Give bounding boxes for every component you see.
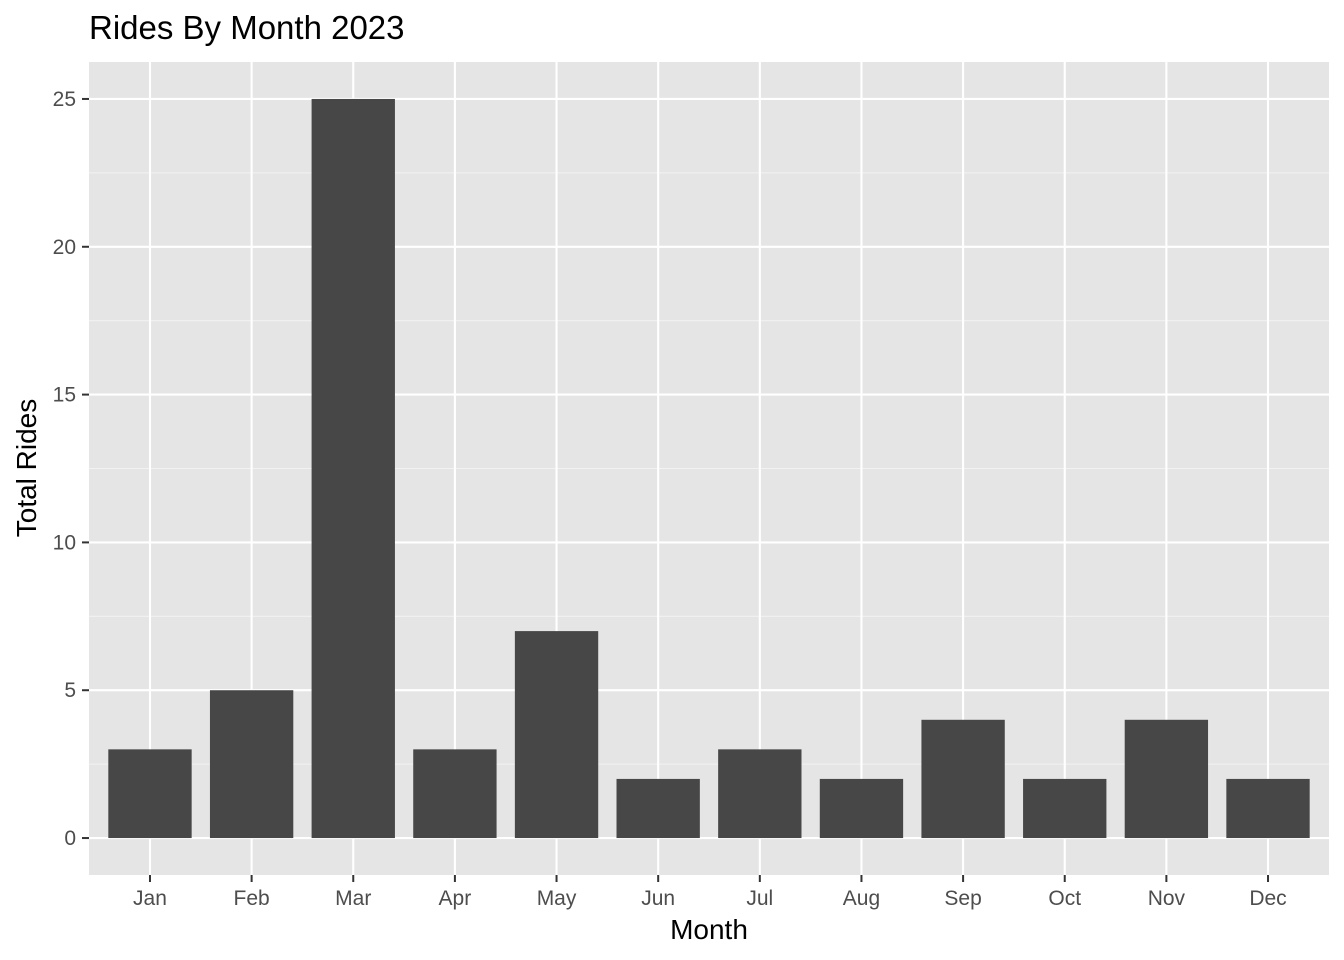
bar-may <box>514 631 599 839</box>
x-tick-label: Jan <box>133 887 167 910</box>
y-tick-label: 25 <box>53 88 76 111</box>
y-tick-label: 20 <box>53 236 76 259</box>
y-axis-title: Total Rides <box>11 399 42 538</box>
bar-sep <box>921 719 1005 839</box>
x-axis: Jan Feb Mar Apr May Jun Jul Aug Sep Oct Nov Dec <box>133 875 1287 910</box>
bars <box>108 98 1310 839</box>
x-tick-label: Sep <box>944 887 981 910</box>
bar-jun <box>616 778 700 839</box>
x-tick-label: Jul <box>746 887 773 910</box>
chart-title: Rides By Month 2023 <box>89 9 405 46</box>
x-tick-label: Aug <box>843 887 880 910</box>
y-tick-label: 10 <box>53 531 76 554</box>
x-tick-label: Jun <box>641 887 675 910</box>
y-tick-label: 5 <box>64 679 76 702</box>
y-axis: 0 5 10 15 20 25 <box>53 88 89 850</box>
minor-gridlines <box>89 172 1329 765</box>
y-tick-label: 0 <box>64 827 76 850</box>
bar-jan <box>108 749 192 839</box>
bar-oct <box>1023 778 1107 839</box>
bar-aug <box>819 778 904 839</box>
bar-feb <box>209 690 294 839</box>
x-tick-label: May <box>537 887 577 910</box>
x-axis-title: Month <box>670 914 748 945</box>
x-tick-label: Dec <box>1249 887 1286 910</box>
y-tick-label: 15 <box>53 384 76 407</box>
bar-apr <box>413 749 497 839</box>
x-tick-label: Feb <box>234 887 270 910</box>
bar-mar <box>311 98 395 839</box>
x-tick-label: Oct <box>1048 887 1081 910</box>
bar-jul <box>718 749 802 839</box>
x-tick-label: Nov <box>1148 887 1186 910</box>
bar-nov <box>1124 719 1209 839</box>
x-tick-label: Mar <box>335 887 371 910</box>
x-tick-label: Apr <box>439 887 472 910</box>
bar-dec <box>1226 778 1310 839</box>
